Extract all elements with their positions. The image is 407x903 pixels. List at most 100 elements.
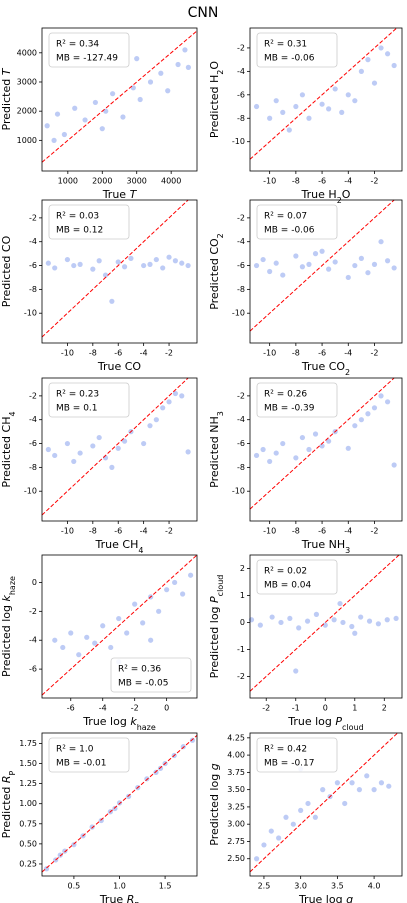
point (267, 458, 273, 465)
point (188, 572, 194, 578)
label-part: 2 (345, 368, 350, 377)
label-part: Predicted CH (0, 417, 13, 488)
label-part: True H (301, 188, 337, 201)
point (52, 265, 58, 271)
point (349, 780, 355, 786)
label-part: cloud (342, 723, 364, 732)
point (109, 464, 115, 470)
label-part: True NH (301, 538, 345, 551)
point (62, 848, 68, 854)
y-tick-label: -6 (237, 90, 245, 99)
y-tick-label: 1 (240, 591, 245, 600)
label-part: Predicted H (208, 75, 221, 138)
y-axis-label: Predicted NH3 (208, 411, 225, 488)
point (260, 256, 266, 263)
label-part: P (134, 901, 139, 903)
y-tick-label: 3.25 (227, 802, 245, 811)
point (71, 262, 77, 269)
y-tick-label: 1.00 (19, 799, 37, 808)
x-tick-label: 1000 (58, 177, 78, 186)
point (92, 99, 98, 106)
annotation-box (256, 382, 338, 418)
y-tick-label: -4 (29, 415, 37, 424)
y-tick-label: 2 (240, 564, 245, 573)
point (115, 445, 121, 451)
x-tick-label: 2.5 (258, 882, 271, 891)
annotation: R² = 0.23 (56, 390, 99, 400)
x-tick-label: 2 (382, 704, 387, 713)
axes-frame (41, 377, 198, 522)
point (293, 455, 299, 461)
point (371, 787, 377, 793)
point (166, 399, 172, 405)
point (71, 458, 77, 465)
y-tick-label: -10 (24, 309, 37, 318)
point (290, 821, 296, 827)
point (371, 80, 378, 86)
y-tick-label: -4 (237, 415, 245, 424)
annotation-box (256, 204, 338, 240)
axes-frame (249, 554, 403, 699)
point (153, 256, 159, 263)
label-part: haze (137, 723, 156, 732)
point (96, 434, 102, 441)
identity-line (249, 732, 398, 873)
point (76, 652, 82, 658)
x-tick-label: 0 (164, 704, 169, 713)
x-tick-label: -4 (99, 704, 107, 713)
point (121, 438, 128, 444)
point (141, 440, 147, 447)
point (298, 807, 304, 813)
x-tick-label: -6 (318, 177, 326, 186)
point (358, 417, 364, 423)
axes-frame (249, 27, 403, 172)
x-tick-label: 2000 (92, 177, 112, 186)
annotation: R² = 0.34 (56, 40, 99, 50)
x-axis-label: True CH4 (95, 538, 144, 555)
identity-line (41, 735, 198, 873)
point (269, 614, 275, 620)
y-axis-label: Predicted log g (208, 763, 221, 845)
point (268, 828, 274, 834)
point (148, 637, 154, 643)
point (92, 640, 98, 646)
point (144, 776, 150, 782)
x-tick-label: -2 (165, 527, 173, 536)
point (384, 258, 391, 264)
x-tick-label: 4.0 (368, 882, 381, 891)
x-axis-label: True RP (99, 893, 140, 903)
point (185, 449, 191, 455)
point (185, 262, 191, 269)
point (280, 440, 286, 447)
y-tick-label: -10 (232, 137, 245, 146)
x-tick-label: -2 (165, 349, 173, 358)
x-tick-label: -8 (89, 349, 97, 358)
y-tick-label: 1000 (17, 136, 37, 145)
point (185, 64, 191, 70)
axes-frame (249, 732, 403, 877)
y-axis-label: Predicted H2O (208, 61, 225, 139)
y-tick-label: -8 (237, 463, 245, 472)
y-tick-label: -6 (237, 261, 245, 270)
x-tick-label: -10 (61, 349, 74, 358)
y-axis-label: Predicted RP (0, 771, 17, 839)
y-tick-label: -10 (232, 487, 245, 496)
axes-frame (41, 199, 198, 344)
identity-line (249, 377, 395, 510)
point (172, 579, 178, 586)
x-axis-label: True log khaze (82, 715, 156, 732)
y-tick-label: -4 (29, 636, 37, 645)
annotation-box (48, 204, 130, 240)
point (287, 615, 293, 622)
point (60, 644, 66, 651)
point (77, 261, 83, 267)
point (276, 835, 282, 841)
point (319, 443, 325, 449)
y-tick-label: 0.75 (19, 819, 37, 828)
point (384, 617, 390, 623)
point (45, 260, 51, 266)
point (180, 591, 186, 597)
point (319, 248, 325, 254)
x-tick-label: 3.5 (331, 882, 344, 891)
y-tick-label: 0.25 (19, 859, 37, 868)
